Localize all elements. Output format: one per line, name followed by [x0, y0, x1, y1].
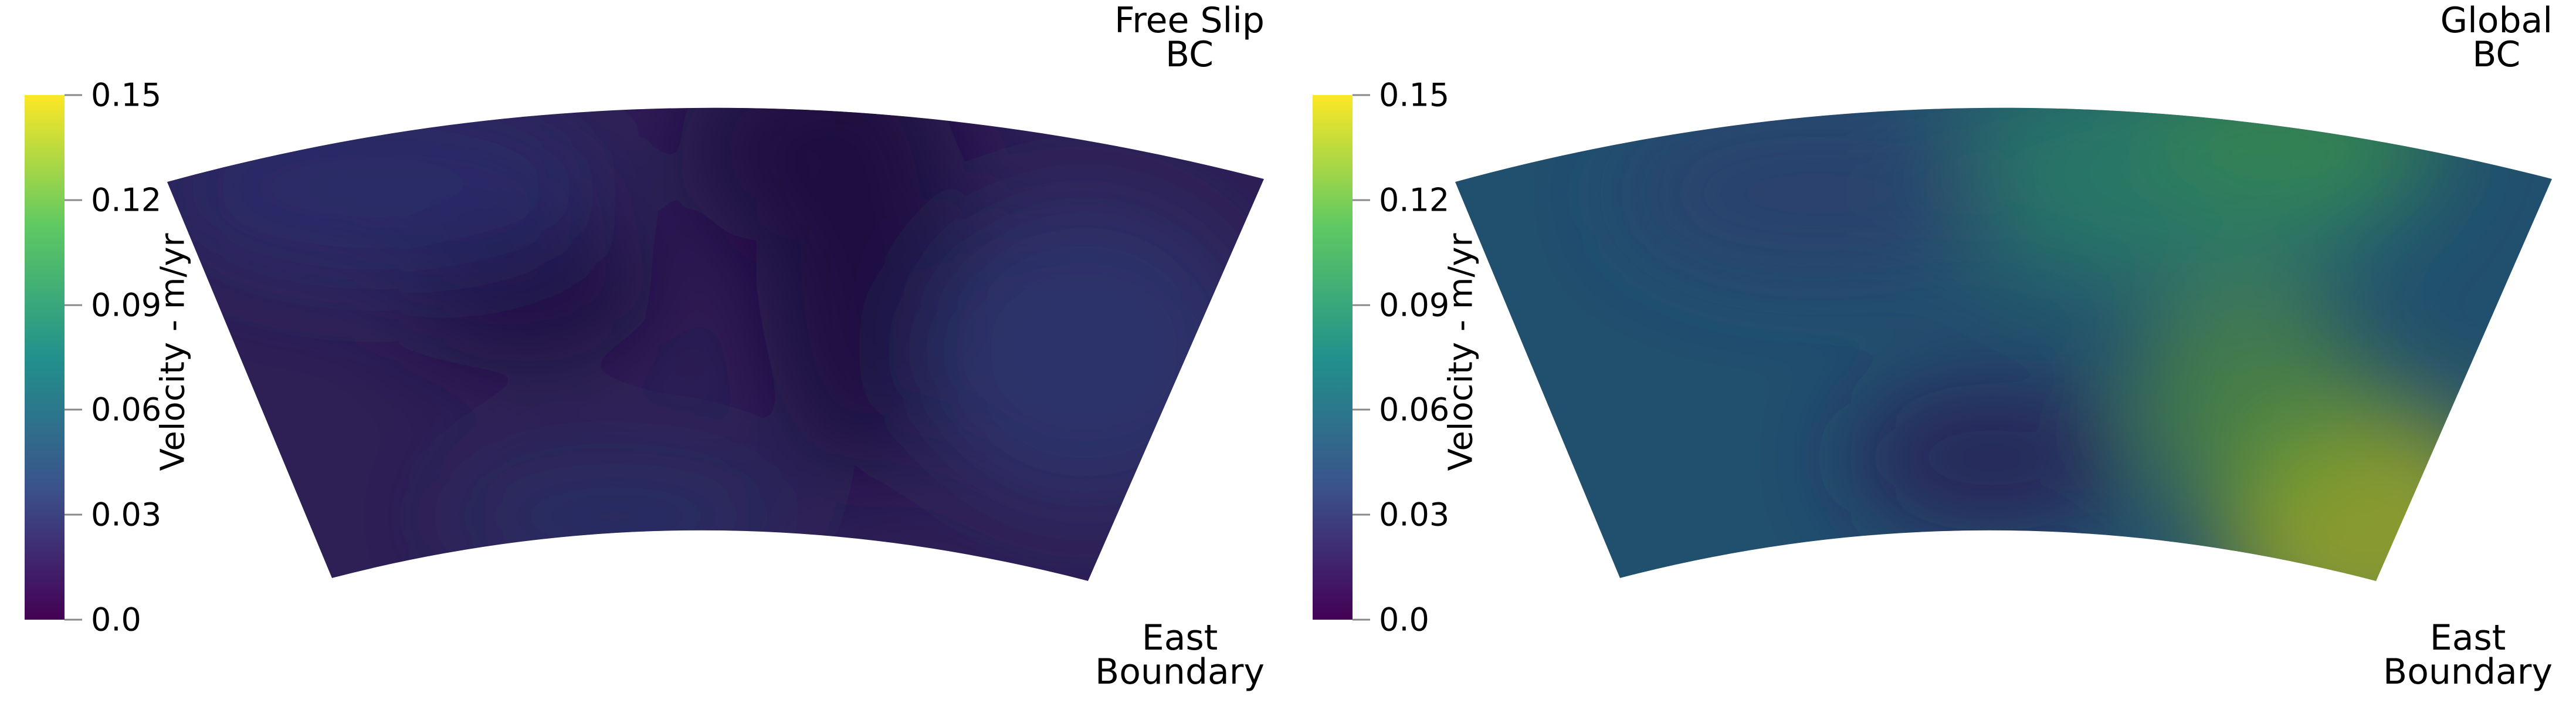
- colorbar-tick-label: 0.15: [91, 76, 162, 114]
- boundary-location-label: East Boundary: [1095, 617, 1265, 692]
- boundary-location-label: East Boundary: [2383, 617, 2553, 692]
- colorbar-tick-label: 0.03: [91, 496, 162, 533]
- colorbar-ticks: [1353, 94, 1370, 621]
- colorbar-tick-label: 0.09: [91, 286, 162, 324]
- colorbar-title: Velocity - m/yr: [154, 233, 192, 471]
- field-blob: [680, 107, 845, 241]
- colorbar-tick-label: 0.06: [1379, 391, 1450, 428]
- field-blob: [1851, 381, 2133, 534]
- field-blob: [2144, 107, 2449, 200]
- field-blob: [921, 200, 1249, 505]
- panel-free-slip: Velocity - m/yr 0.15 0.12 0.09 0.06 0.03…: [25, 0, 1265, 692]
- panel-global: Velocity - m/yr 0.15 0.12 0.09 0.06 0.03…: [1288, 0, 2576, 703]
- field-blob: [167, 107, 604, 282]
- colorbar-ticks: [65, 94, 82, 621]
- colorbar-tick-label: 0.06: [91, 391, 162, 428]
- field-blob: [1622, 111, 2009, 276]
- colorbar-tick-label: 0.0: [91, 601, 141, 638]
- sector-field: [167, 107, 1264, 581]
- colorbar-title: Velocity - m/yr: [1442, 233, 1480, 471]
- field-blob: [2133, 282, 2367, 516]
- sector-field: [1455, 107, 2552, 581]
- boundary-condition-label: Free Slip BC: [1114, 0, 1265, 75]
- colorbar-tick-label: 0.09: [1379, 286, 1450, 324]
- field-blob: [440, 452, 792, 581]
- field-plot: [25, 94, 1264, 621]
- field-base: [1455, 107, 2552, 581]
- colorbar-tick-label: 0.15: [1379, 76, 1450, 114]
- colorbar-tick-label: 0.12: [1379, 181, 1450, 219]
- boundary-condition-label: Global BC: [2440, 0, 2553, 75]
- colorbar: [1313, 95, 1353, 620]
- colorbar-tick-label: 0.12: [91, 181, 162, 219]
- field-plot: [1313, 94, 2552, 621]
- colorbar: [25, 95, 65, 620]
- colorbar-tick-label: 0.0: [1379, 601, 1429, 638]
- colorbar-tick-label: 0.03: [1379, 496, 1450, 533]
